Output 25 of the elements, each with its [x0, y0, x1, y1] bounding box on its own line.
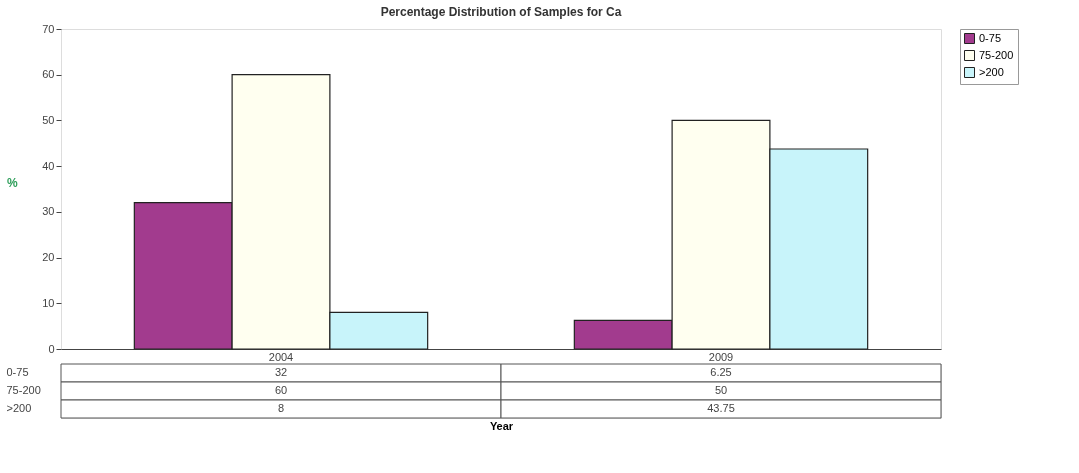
- x-tick-label: 2009: [708, 350, 734, 363]
- x-tick-label: 2004: [268, 350, 294, 363]
- y-axis-title: %: [6, 175, 18, 190]
- y-tick-label: 40: [42, 159, 55, 172]
- data-label: 43.75: [707, 402, 735, 414]
- legend-label: 0-75: [979, 31, 1002, 44]
- y-tick-label: 70: [42, 22, 55, 35]
- data-label: 60: [274, 384, 288, 396]
- y-tick-label: 10: [42, 296, 55, 309]
- text: >200: [6, 402, 32, 414]
- legend-label: >200: [979, 65, 1004, 78]
- chart-title: Percentage Distribution of Samples for Ca: [380, 5, 622, 19]
- y-tick-label: 30: [42, 205, 55, 218]
- data-label: 32: [274, 366, 288, 378]
- y-tick-label: 50: [42, 113, 55, 126]
- data-label: 6.25: [710, 366, 732, 378]
- y-tick-label: 60: [42, 68, 55, 81]
- text: Year: [489, 419, 514, 432]
- data-label: 8: [277, 402, 285, 414]
- text: 75-200: [6, 384, 41, 396]
- text: 0-75: [6, 366, 29, 378]
- data-label: 50: [714, 384, 728, 396]
- y-tick-label: 0: [48, 342, 55, 355]
- legend-label: 75-200: [979, 48, 1014, 61]
- y-tick-label: 20: [42, 251, 55, 264]
